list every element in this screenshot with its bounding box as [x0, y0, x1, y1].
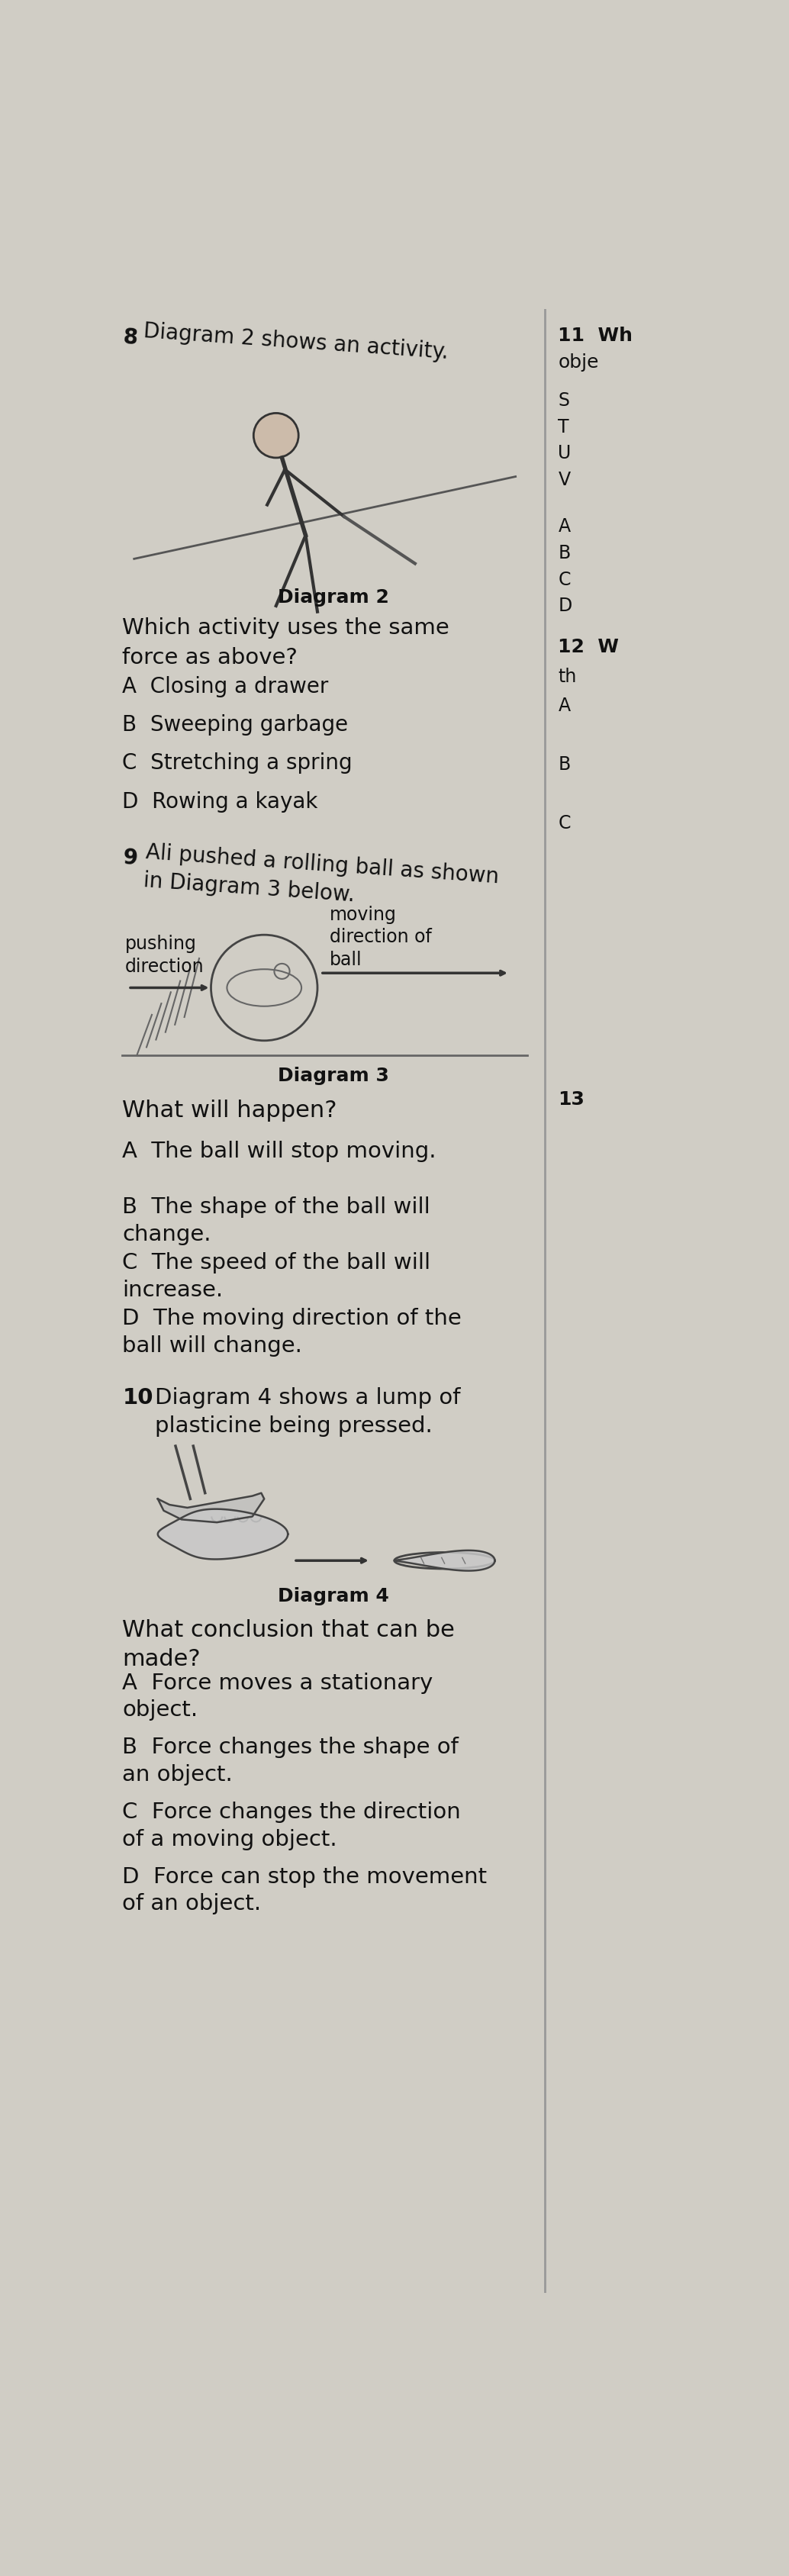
Text: Which activity uses the same
force as above?: Which activity uses the same force as ab…	[122, 618, 450, 670]
Text: pushing
direction: pushing direction	[125, 935, 204, 976]
Text: A  The ball will stop moving.: A The ball will stop moving.	[122, 1141, 436, 1162]
Text: th: th	[558, 667, 577, 685]
Text: Diagram 4 shows a lump of
plasticine being pressed.: Diagram 4 shows a lump of plasticine bei…	[155, 1388, 461, 1437]
Text: 10: 10	[122, 1388, 153, 1409]
Text: A: A	[558, 518, 570, 536]
Text: V: V	[558, 471, 570, 489]
Text: Diagram 4: Diagram 4	[278, 1587, 389, 1605]
Text: B  Force changes the shape of
an object.: B Force changes the shape of an object.	[122, 1736, 458, 1785]
Polygon shape	[394, 1551, 495, 1571]
Text: moving
direction of
ball: moving direction of ball	[329, 907, 432, 969]
Text: 12  W: 12 W	[558, 639, 619, 657]
Text: C: C	[558, 814, 570, 832]
Text: A  Closing a drawer: A Closing a drawer	[122, 677, 328, 698]
Text: B  Sweeping garbage: B Sweeping garbage	[122, 714, 348, 737]
Text: C  Stretching a spring: C Stretching a spring	[122, 752, 353, 773]
Text: B: B	[558, 755, 570, 773]
Text: D: D	[558, 598, 572, 616]
Text: 8: 8	[122, 327, 139, 350]
Text: C  Force changes the direction
of a moving object.: C Force changes the direction of a movin…	[122, 1801, 461, 1850]
Text: B: B	[558, 544, 570, 562]
Text: 13: 13	[558, 1090, 585, 1108]
Polygon shape	[158, 1510, 288, 1558]
Text: D  Rowing a kayak: D Rowing a kayak	[122, 791, 318, 811]
Text: What conclusion that can be
made?: What conclusion that can be made?	[122, 1620, 455, 1672]
Text: D  Force can stop the movement
of an object.: D Force can stop the movement of an obje…	[122, 1865, 487, 1914]
Text: U: U	[558, 443, 571, 464]
Text: C  The speed of the ball will
increase.: C The speed of the ball will increase.	[122, 1252, 431, 1301]
Text: A: A	[558, 698, 570, 716]
Text: T: T	[558, 417, 570, 435]
Text: B  The shape of the ball will
change.: B The shape of the ball will change.	[122, 1195, 430, 1244]
Text: A  Force moves a stationary
object.: A Force moves a stationary object.	[122, 1672, 433, 1721]
Text: 11  Wh: 11 Wh	[558, 327, 633, 345]
Text: What will happen?: What will happen?	[122, 1100, 337, 1121]
Text: obje: obje	[558, 353, 599, 371]
Text: Diagram 2: Diagram 2	[278, 587, 389, 605]
Text: Ali pushed a rolling ball as shown
in Diagram 3 below.: Ali pushed a rolling ball as shown in Di…	[143, 842, 499, 917]
Text: S: S	[558, 392, 570, 410]
Circle shape	[253, 412, 298, 459]
Text: 9: 9	[122, 848, 138, 868]
Text: D  The moving direction of the
ball will change.: D The moving direction of the ball will …	[122, 1309, 462, 1358]
Text: C: C	[558, 569, 570, 590]
Text: Diagram 2 shows an activity.: Diagram 2 shows an activity.	[143, 322, 449, 363]
Polygon shape	[158, 1494, 264, 1522]
Text: Diagram 3: Diagram 3	[278, 1066, 389, 1084]
